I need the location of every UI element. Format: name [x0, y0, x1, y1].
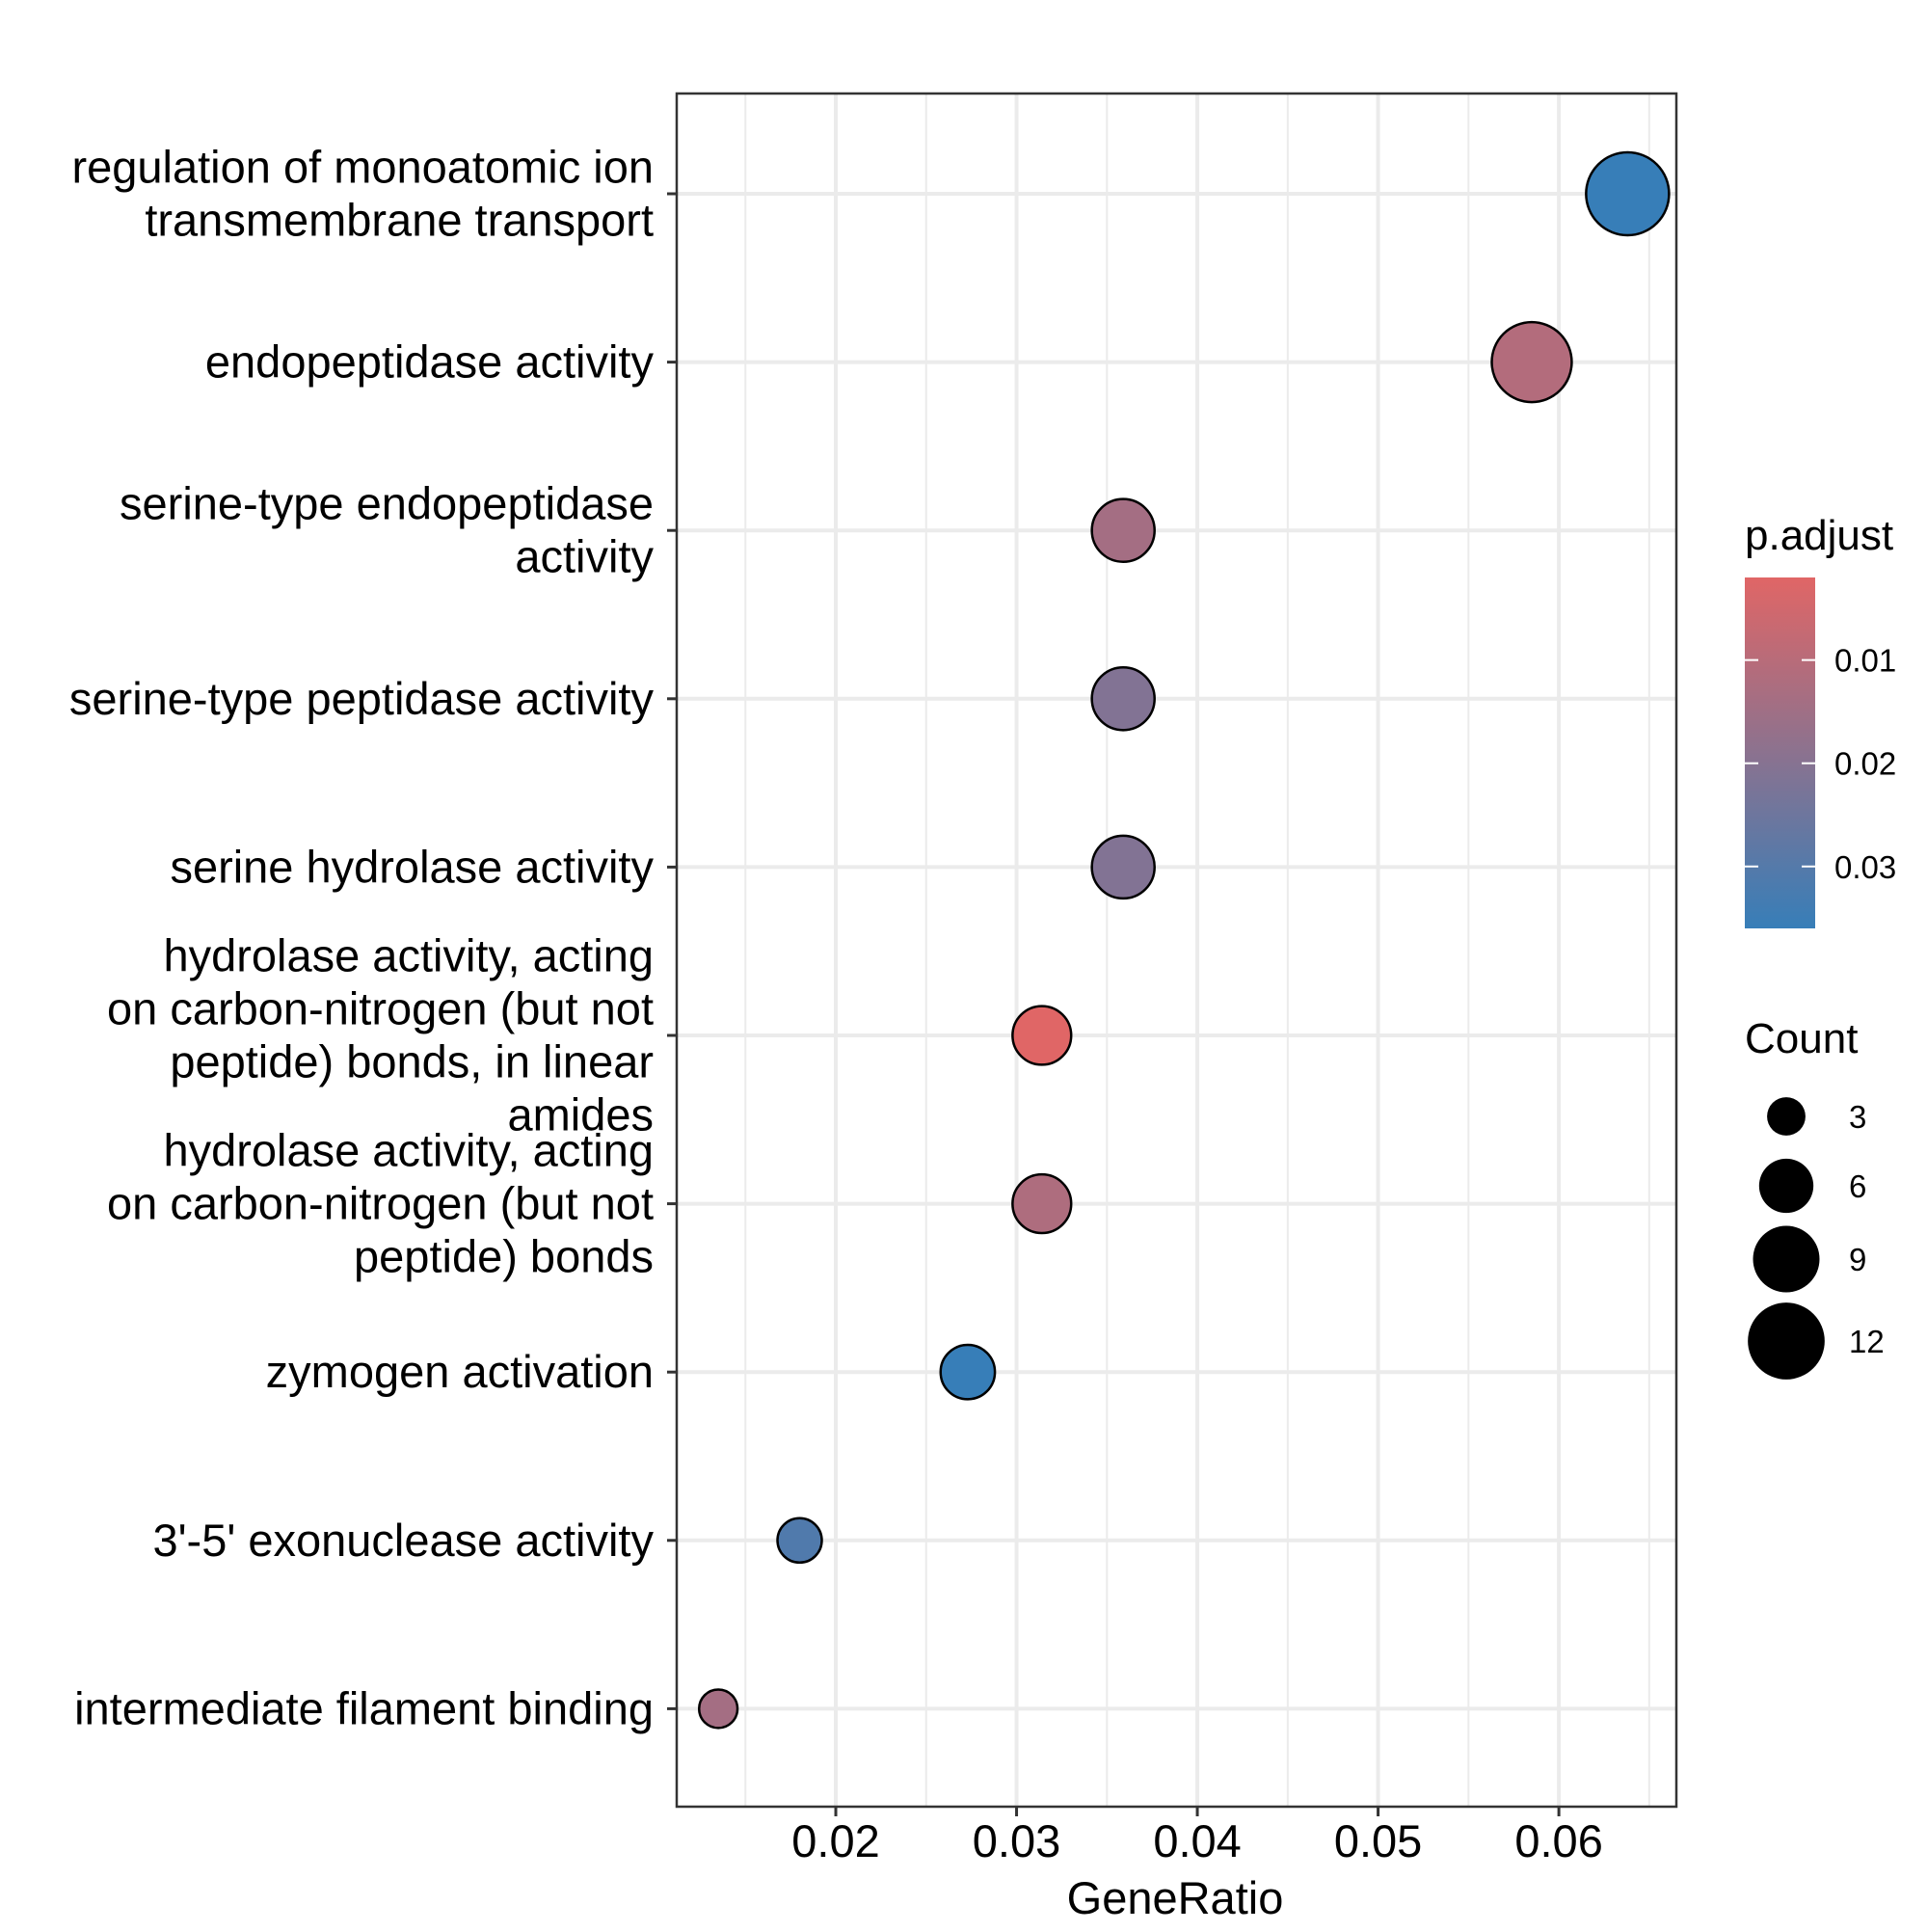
- y-tick-label-line: intermediate filament binding: [74, 1682, 654, 1733]
- color-legend-title: p.adjust: [1745, 512, 1893, 559]
- y-tick-label: intermediate filament binding: [74, 1682, 654, 1733]
- y-tick-label: regulation of monoatomic ion transmembran…: [71, 142, 654, 246]
- y-tick-label-line: endopeptidase activity: [205, 336, 655, 388]
- y-tick-label-line: peptide) bonds, in linear: [170, 1036, 654, 1087]
- data-point: [1585, 150, 1671, 237]
- y-tick-label-line: serine-type endopeptidase: [120, 478, 654, 529]
- size-legend-label: 12: [1849, 1324, 1885, 1359]
- size-legend-key: [1767, 1097, 1806, 1136]
- x-axis-title: GeneRatio: [1067, 1872, 1284, 1923]
- size-legend-label: 6: [1849, 1168, 1866, 1204]
- x-tick-label: 0.06: [1514, 1815, 1602, 1866]
- data-point: [1090, 666, 1156, 732]
- size-legend-label: 9: [1849, 1242, 1866, 1277]
- y-tick-label: serine-type endopeptidase activity: [120, 478, 654, 582]
- y-tick-label-line: on carbon-nitrogen (but not: [107, 1178, 654, 1229]
- plot-panel-border: [675, 92, 1678, 1809]
- y-tick-label: serine-type peptidase activity: [69, 673, 655, 724]
- y-tick-label: hydrolase activity, acting on carbon-nitr…: [107, 1125, 654, 1282]
- y-tick-label: zymogen activation: [266, 1346, 654, 1397]
- y-tick-label-line: regulation of monoatomic ion: [71, 142, 654, 193]
- y-tick-label: hydrolase activity, acting on carbon-nitr…: [107, 930, 654, 1140]
- color-legend-label: 0.02: [1834, 746, 1896, 782]
- y-tick-label: serine hydrolase activity: [170, 841, 654, 892]
- x-tick-label: 0.02: [791, 1815, 879, 1866]
- dot-layer: [697, 150, 1671, 1730]
- size-legend-label: 3: [1849, 1099, 1866, 1135]
- data-point: [1090, 497, 1156, 563]
- color-legend-label: 0.03: [1834, 849, 1896, 885]
- y-tick-label-line: peptide) bonds: [354, 1231, 654, 1282]
- data-point: [1011, 1005, 1073, 1066]
- y-tick-label-line: activity: [515, 531, 654, 582]
- y-tick-label-line: amides: [507, 1089, 654, 1140]
- data-point: [776, 1516, 823, 1565]
- x-tick-label: 0.04: [1153, 1815, 1241, 1866]
- size-legend-key: [1753, 1225, 1820, 1293]
- y-tick-label-line: serine-type peptidase activity: [69, 673, 655, 724]
- y-tick-label-line: serine hydrolase activity: [170, 841, 654, 892]
- y-tick-label-line: 3'-5' exonuclease activity: [152, 1515, 654, 1566]
- size-legend-title: Count: [1745, 1015, 1858, 1062]
- size-legend-key: [1758, 1158, 1814, 1214]
- y-tick-label-line: transmembrane transport: [145, 195, 654, 246]
- y-axis: regulation of monoatomic ion transmembran…: [69, 142, 677, 1733]
- y-tick-label: endopeptidase activity: [205, 336, 655, 388]
- y-tick-label-line: hydrolase activity, acting: [163, 1125, 654, 1176]
- size-legend-key: [1748, 1302, 1825, 1380]
- data-point: [697, 1688, 739, 1730]
- x-tick-label: 0.03: [973, 1815, 1060, 1866]
- y-tick-label-line: hydrolase activity, acting: [163, 930, 654, 981]
- x-axis: 0.02 0.03 0.04 0.05 0.06: [791, 1807, 1603, 1866]
- color-legend-label: 0.01: [1834, 643, 1896, 679]
- y-tick-label-line: on carbon-nitrogen (but not: [107, 983, 654, 1034]
- legend: p.adjust 0.01 0.02 0.03 Count 3 6 9 12: [1745, 512, 1896, 1380]
- color-legend-bar: [1745, 577, 1815, 928]
- data-point: [939, 1343, 997, 1401]
- x-tick-label: 0.05: [1334, 1815, 1422, 1866]
- data-point: [1490, 320, 1573, 404]
- y-tick-label-line: zymogen activation: [266, 1346, 654, 1397]
- data-point: [1011, 1172, 1073, 1235]
- data-point: [1090, 834, 1156, 900]
- y-tick-label: 3'-5' exonuclease activity: [152, 1515, 654, 1566]
